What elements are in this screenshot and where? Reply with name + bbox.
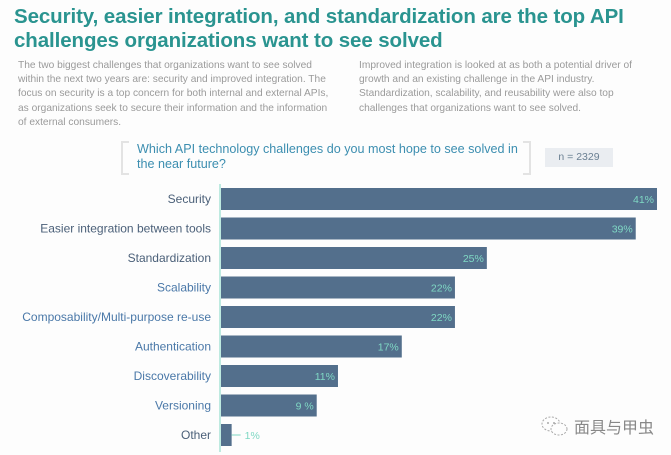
value-label: 39% [612,224,633,236]
category-label: Versioning [155,399,211,413]
category-label: Other [181,428,211,442]
bar [221,394,317,417]
intro-paragraph-left: The two biggest challenges that organiza… [18,60,329,128]
category-label: Standardization [128,251,211,265]
category-label: Composability/Multi-purpose re-use [22,310,211,324]
category-label: Security [168,192,211,206]
watermark-text: 面具与甲虫 [574,420,655,437]
value-label: 22% [431,312,452,324]
page-title: Security, easier integration, and standa… [14,5,624,52]
value-label: 9 % [296,401,314,413]
intro-paragraph-right: Improved integration is looked at as bot… [359,60,632,114]
wechat-icon [541,416,568,436]
value-label: 1% [245,430,260,442]
bar [221,276,455,299]
survey-question: Which API technology challenges do you m… [137,142,518,171]
bar [221,217,636,240]
category-label: Authentication [135,340,211,354]
bracket-right [523,141,531,175]
category-label: Easier integration between tools [40,222,211,236]
bar [221,424,232,446]
value-label: 41% [633,194,654,206]
category-label: Discoverability [134,369,211,383]
bar [221,247,487,269]
question-block: Which API technology challenges do you m… [121,141,541,175]
bar [221,335,402,358]
bar [221,365,338,387]
watermark: 面具与甲虫 [540,413,654,439]
value-label: 11% [315,371,335,383]
sample-size-badge: n = 2329 [545,148,613,167]
bar [221,306,455,328]
bar [221,188,657,210]
value-label: 25% [463,253,484,265]
value-label: 17% [378,342,399,354]
bracket-left [121,141,129,175]
category-label: Scalability [157,281,211,295]
value-label: 22% [431,283,452,295]
bar-chart: Security 41% Easier integration between to… [22,184,657,452]
